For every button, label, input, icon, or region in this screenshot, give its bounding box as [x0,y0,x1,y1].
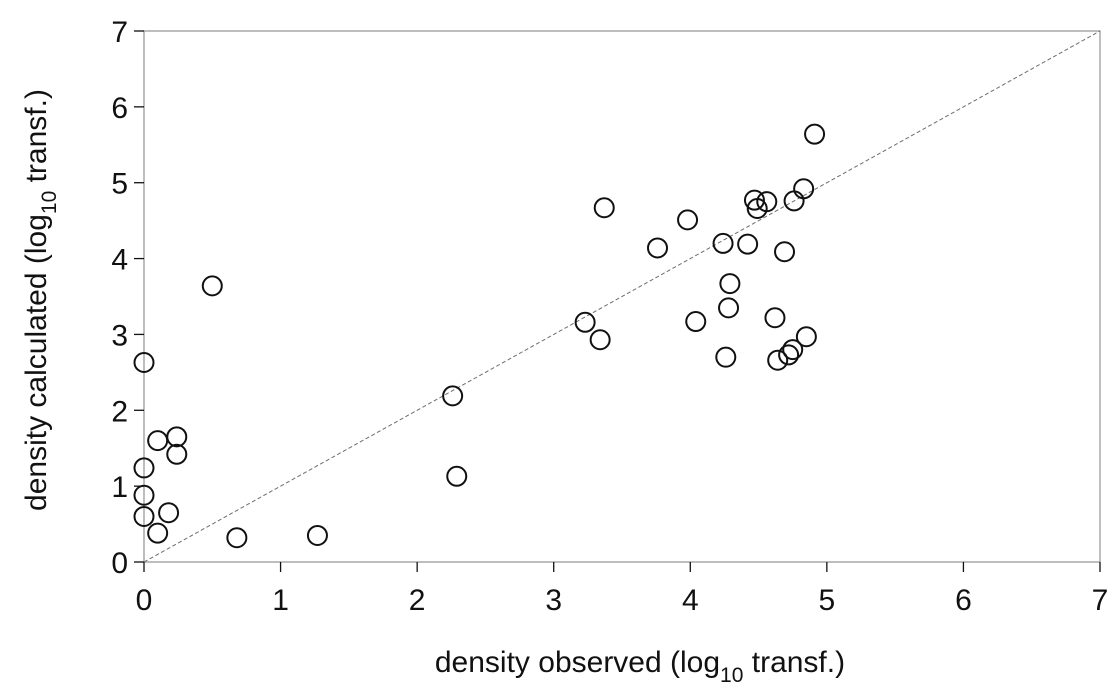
y-axis-title-subscript: 10 [38,191,61,214]
data-point [574,311,596,333]
data-point [446,465,468,487]
x-tick-label: 6 [955,584,972,617]
data-point [795,326,817,348]
data-point [133,457,155,479]
data-point [743,189,765,211]
data-point [589,329,611,351]
x-axis-title: density observed (log10 transf.) [435,646,845,687]
x-axis-title-subscript: 10 [720,664,743,687]
data-point [718,297,740,319]
data-point [147,430,169,452]
y-tick-label: 3 [111,319,128,352]
identity-reference-line [143,30,1101,563]
data-point [133,505,155,527]
axis-ticks [134,30,1101,572]
data-point [737,233,759,255]
plot-frame [143,30,1101,563]
data-point [226,527,248,549]
data-point [793,178,815,200]
data-point [782,339,804,361]
y-tick-label: 2 [111,395,128,428]
data-point [778,344,800,366]
x-tick-label: 5 [819,584,836,617]
x-axis-title-text: density observed (log [435,646,720,679]
y-tick-label: 4 [111,244,128,277]
y-tick-label: 5 [111,168,128,201]
data-point [158,502,180,524]
data-point [201,275,223,297]
data-point [442,385,464,407]
y-axis-title-suffix: transf.) [20,89,53,191]
data-point [712,232,734,254]
data-point [719,273,741,295]
data-point [804,123,826,145]
x-tick-label: 4 [682,584,699,617]
y-tick-label: 7 [111,16,128,49]
data-point [764,307,786,329]
data-point [774,241,796,263]
x-tick-label: 2 [409,584,426,617]
data-point [647,237,669,259]
x-tick-label: 3 [545,584,562,617]
x-axis-title-suffix: transf.) [743,646,845,679]
data-points [133,123,826,549]
x-tick-label: 0 [136,584,153,617]
data-point [767,349,789,371]
data-point [133,351,155,373]
y-tick-label: 0 [111,547,128,580]
y-axis-title: density calculated (log10 transf.) [20,89,61,511]
data-point [166,426,188,448]
data-point [306,524,328,546]
data-point [677,209,699,231]
y-tick-label: 6 [111,92,128,125]
y-tick-label: 1 [111,471,128,504]
x-tick-label: 7 [1092,584,1109,617]
x-tick-labels: 0 1 2 3 4 5 6 7 [136,584,1109,617]
data-point [133,484,155,506]
data-point [147,522,169,544]
x-tick-label: 1 [272,584,289,617]
data-point [593,197,615,219]
y-tick-labels: 0 1 2 3 4 5 6 7 [111,16,128,580]
data-point [166,443,188,465]
y-axis-title-text: density calculated (log [20,214,53,511]
data-point [756,191,778,213]
data-point [715,346,737,368]
data-point [685,311,707,333]
